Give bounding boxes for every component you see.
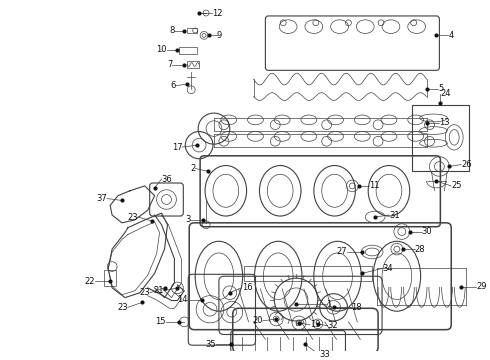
Text: 16: 16 (242, 283, 252, 292)
Text: 8: 8 (169, 26, 174, 35)
Text: 26: 26 (461, 160, 472, 169)
Text: 33: 33 (320, 350, 331, 359)
Text: 28: 28 (415, 244, 425, 253)
Text: 34: 34 (382, 264, 392, 273)
Text: 32: 32 (328, 321, 338, 330)
Text: 4: 4 (448, 31, 454, 40)
Text: 21: 21 (153, 286, 164, 295)
Bar (244, 266, 372, 281)
Text: 2: 2 (190, 164, 195, 173)
Text: 24: 24 (441, 89, 451, 98)
Text: 29: 29 (476, 283, 487, 292)
Text: 37: 37 (97, 194, 107, 203)
Text: 23: 23 (117, 303, 128, 312)
Text: 25: 25 (451, 181, 462, 190)
Text: 6: 6 (170, 81, 175, 90)
Text: 15: 15 (155, 318, 166, 327)
Text: 10: 10 (156, 45, 167, 54)
Bar (412, 105, 469, 171)
Text: 5: 5 (439, 84, 443, 93)
Text: 1: 1 (326, 300, 331, 309)
Text: 22: 22 (85, 276, 96, 285)
Text: 23: 23 (127, 212, 138, 221)
Text: 7: 7 (167, 60, 172, 69)
Bar (187, 28, 197, 33)
Text: 35: 35 (205, 340, 216, 349)
Bar (104, 270, 116, 286)
Text: 27: 27 (337, 247, 347, 256)
Text: 13: 13 (440, 118, 450, 127)
Text: 20: 20 (252, 316, 263, 325)
Text: 17: 17 (172, 143, 182, 152)
Text: 11: 11 (369, 181, 380, 190)
Text: 30: 30 (421, 227, 432, 236)
Text: 14: 14 (177, 295, 187, 304)
Text: 3: 3 (185, 215, 190, 224)
Text: 12: 12 (212, 9, 222, 18)
Bar (179, 47, 197, 54)
Text: 9: 9 (217, 31, 222, 40)
Text: 36: 36 (162, 175, 172, 184)
Text: 19: 19 (310, 320, 320, 329)
Bar (187, 60, 199, 68)
Text: 23: 23 (139, 288, 150, 297)
Text: 18: 18 (351, 303, 362, 312)
Text: 31: 31 (389, 211, 399, 220)
